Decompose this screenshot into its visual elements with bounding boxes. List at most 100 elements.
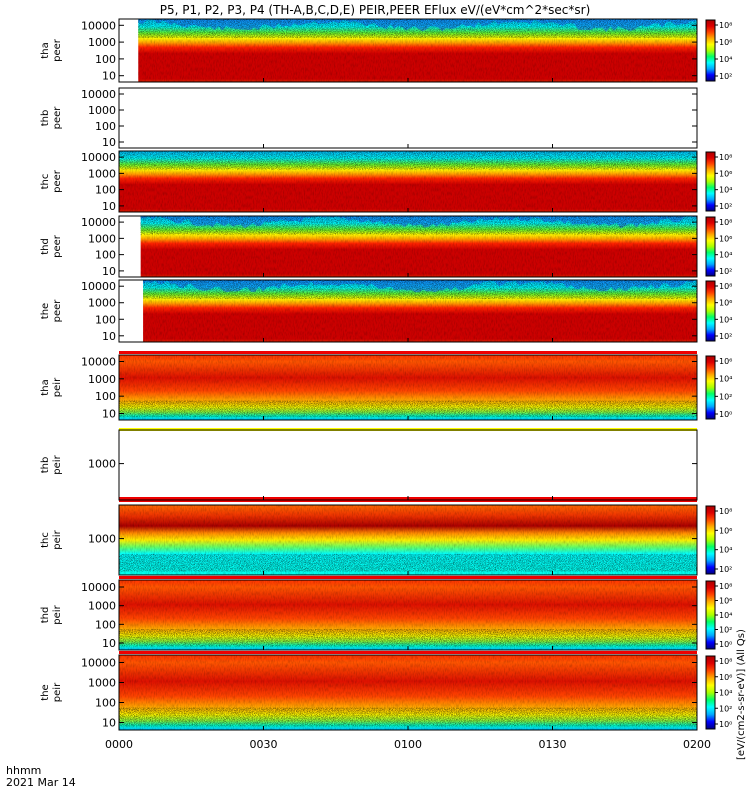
colorbar-tick-label: 10⁶ bbox=[719, 234, 732, 243]
colorbar-tick-label: 10⁰ bbox=[719, 640, 732, 649]
ytick-label: 10 bbox=[102, 717, 116, 730]
colorbar-tick-label: 10⁶ bbox=[719, 673, 732, 682]
colorbar-scale bbox=[705, 355, 716, 420]
colorbar-tick-label: 10⁴ bbox=[719, 689, 732, 698]
ytick-label: 100 bbox=[95, 184, 116, 197]
panel-ylabel-probe: the bbox=[40, 684, 51, 700]
colorbar-scale bbox=[705, 19, 716, 82]
panel-thc-peer: thc peer 10000 1000 100 10 10⁸ 10⁶ 10⁴ 10² bbox=[40, 150, 732, 213]
panel-thc-peir: thc peir 1000 10⁸ 10⁶ 10⁴ 10² bbox=[40, 504, 732, 576]
top-strip bbox=[119, 576, 697, 579]
colorbar-scale bbox=[705, 505, 716, 575]
colorbar: 10⁸ 10⁶ 10⁴ 10² bbox=[705, 505, 732, 575]
panel-ylabel-probe: thb bbox=[40, 457, 51, 474]
colorbar: 10⁸ 10⁶ 10⁴ 10² 10⁰ bbox=[705, 580, 732, 650]
panel-tha-peir: tha peir 10000 1000 100 10 10⁶ 10⁴ 10² 10⁰ bbox=[40, 351, 732, 421]
colorbar: 10⁸ 10⁶ 10⁴ 10² bbox=[705, 19, 732, 82]
ytick-label: 100 bbox=[95, 697, 116, 710]
colorbar-tick-label: 10⁴ bbox=[719, 186, 732, 195]
ytick-label: 1000 bbox=[88, 600, 116, 613]
panel-tha-peer: tha peer 10000 1000 100 10 10⁸ 10⁶ 10⁴ 10² bbox=[40, 18, 732, 83]
panel-the-peir: the peir 10000 1000 100 10 10⁸ 10⁶ 10⁴ 10² 10⁰ bbox=[40, 651, 732, 731]
xtick-label: 0000 bbox=[105, 738, 133, 751]
colorbar-tick-label: 10² bbox=[719, 704, 732, 713]
colorbar-tick-label: 10² bbox=[719, 72, 732, 81]
ytick-label: 10 bbox=[102, 637, 116, 650]
ytick-label: 1000 bbox=[88, 297, 116, 310]
colorbar-tick-label: 10⁴ bbox=[719, 315, 732, 324]
ytick-label: 10 bbox=[102, 408, 116, 421]
ytick-label: 10 bbox=[102, 70, 116, 83]
ytick-label: 100 bbox=[95, 390, 116, 403]
colorbar: 10⁶ 10⁴ 10² 10⁰ bbox=[705, 355, 732, 420]
top-strip bbox=[119, 351, 697, 354]
panel-frame bbox=[118, 87, 698, 149]
panel-ylabel-probe: thc bbox=[40, 532, 51, 548]
colorbar-tick-label: 10² bbox=[719, 202, 732, 211]
colorbar: 10⁸ 10⁶ 10⁴ 10² 10⁰ bbox=[705, 655, 732, 730]
colorbar-tick-label: 10⁰ bbox=[719, 720, 732, 729]
streak-texture bbox=[138, 19, 697, 82]
ytick-label: 10000 bbox=[81, 151, 116, 164]
ytick-label: 1000 bbox=[88, 104, 116, 117]
ytick-label: 1000 bbox=[88, 36, 116, 49]
panel-ylabel-probe: the bbox=[40, 303, 51, 319]
panel-ylabel-type: peer bbox=[52, 169, 63, 193]
panel-ylabel-probe: thd bbox=[40, 607, 51, 624]
top-strip bbox=[119, 651, 697, 654]
streak-texture bbox=[119, 151, 697, 212]
colorbar-tick-label: 10⁸ bbox=[719, 21, 732, 30]
colorbar-tick-label: 10⁰ bbox=[719, 410, 732, 419]
colorbar-tick-label: 10⁶ bbox=[719, 357, 732, 366]
ytick-label: 1000 bbox=[88, 167, 116, 180]
panel-ylabel-type: peir bbox=[52, 529, 63, 549]
panel-ylabel-probe: thd bbox=[40, 238, 51, 255]
ytick-label: 10000 bbox=[81, 19, 116, 32]
streak-texture bbox=[143, 280, 698, 342]
colorbar-tick-label: 10⁴ bbox=[719, 375, 732, 384]
colorbar-tick-label: 10⁶ bbox=[719, 38, 732, 47]
ytick-label: 10000 bbox=[81, 657, 116, 670]
streak-texture bbox=[119, 580, 697, 650]
colorbar-label: [eV/(cm2-s-sr-eV)] (All Qs) bbox=[736, 629, 747, 760]
panel-ylabel-probe: thb bbox=[40, 110, 51, 127]
ytick-label: 1000 bbox=[88, 373, 116, 386]
panel-thb-peir: thb peir 1000 bbox=[40, 428, 698, 502]
colorbar-scale bbox=[705, 655, 716, 730]
colorbar-tick-label: 10² bbox=[719, 332, 732, 341]
colorbar-tick-label: 10⁴ bbox=[719, 251, 732, 260]
colorbar: 10⁸ 10⁶ 10⁴ 10² bbox=[705, 151, 732, 212]
ytick-label: 10 bbox=[102, 200, 116, 213]
panel-ylabel-probe: thc bbox=[40, 174, 51, 190]
streak-texture bbox=[119, 655, 697, 730]
x-label-hhmm: hhmm bbox=[6, 764, 41, 777]
panel-ylabel-type: peer bbox=[52, 38, 63, 62]
panel-thd-peer: thd peer 10000 1000 100 10 10⁸ 10⁶ 10⁴ 10² bbox=[40, 215, 732, 278]
colorbar-tick-label: 10⁶ bbox=[719, 526, 732, 535]
colorbar: 10⁸ 10⁶ 10⁴ 10² bbox=[705, 216, 732, 277]
ytick-label: 10000 bbox=[81, 280, 116, 293]
ytick-label: 1000 bbox=[88, 677, 116, 690]
panel-ylabel-probe: tha bbox=[40, 42, 51, 58]
colorbar-scale bbox=[705, 151, 716, 212]
panel-ylabel-type: peer bbox=[52, 106, 63, 130]
colorbar-tick-label: 10⁸ bbox=[719, 282, 732, 291]
colorbar-tick-label: 10² bbox=[719, 267, 732, 276]
panel-ylabel-type: peir bbox=[52, 454, 63, 474]
ytick-label: 10000 bbox=[81, 581, 116, 594]
colorbar-tick-label: 10² bbox=[719, 565, 732, 574]
ytick-label: 100 bbox=[95, 618, 116, 631]
streak-texture bbox=[119, 355, 697, 420]
panel-ylabel-type: peir bbox=[52, 604, 63, 624]
colorbar-tick-label: 10⁴ bbox=[719, 611, 732, 620]
colorbar-scale bbox=[705, 280, 716, 342]
ytick-label: 1000 bbox=[88, 533, 116, 546]
ytick-label: 10 bbox=[102, 265, 116, 278]
panel-frame bbox=[118, 429, 698, 501]
colorbar-tick-label: 10⁴ bbox=[719, 546, 732, 555]
ytick-label: 1000 bbox=[88, 232, 116, 245]
colorbar-tick-label: 10⁸ bbox=[719, 153, 732, 162]
